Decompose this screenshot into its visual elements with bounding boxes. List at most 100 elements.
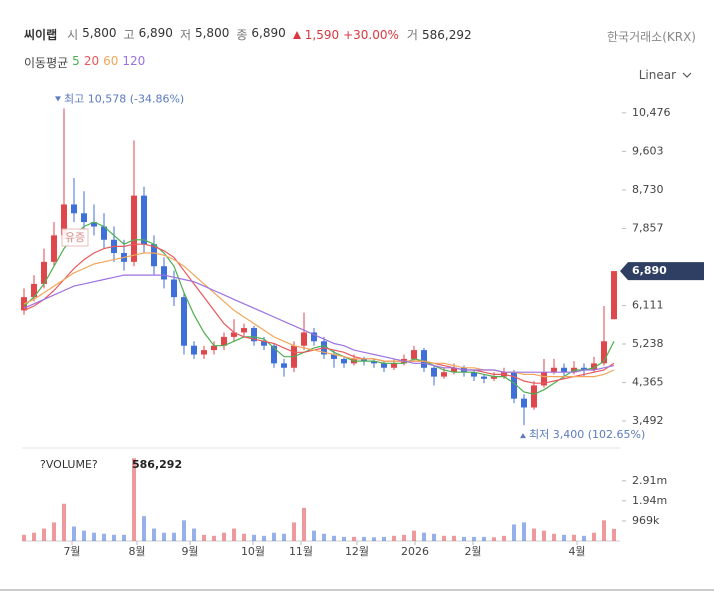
candle-body <box>491 376 497 379</box>
candle-body <box>71 204 77 214</box>
candle-body <box>41 261 47 284</box>
change-pct: +30.00% <box>343 27 399 42</box>
volume-bar <box>362 536 366 541</box>
exchange: 한국거래소(KRX) <box>607 30 696 44</box>
quote-header: 씨이랩 시 5,800 고 6,890 저 5,800 종 6,890 1,590 +30.0… <box>24 26 472 43</box>
candle-body <box>131 195 137 262</box>
candle-body <box>601 341 607 364</box>
volume-tick-label: 2.91m <box>632 474 667 487</box>
volume-bar <box>592 532 596 541</box>
volume-bar <box>372 537 376 541</box>
volume-bar <box>152 528 156 541</box>
candle-body <box>51 235 57 262</box>
volume-bar <box>512 524 516 541</box>
field-value: 6,890 <box>138 26 173 40</box>
candle-body <box>541 372 547 386</box>
volume-bar <box>132 458 136 541</box>
volume-bar <box>32 532 36 541</box>
candle-body <box>451 367 457 373</box>
volume-bar <box>232 528 236 541</box>
scale-toggle[interactable]: Linear <box>639 68 692 82</box>
candle-body <box>511 372 517 399</box>
min-marker <box>520 433 526 439</box>
candle-body <box>221 336 227 346</box>
candle-body <box>261 341 267 346</box>
y-tick-label: 6,111 <box>632 298 664 311</box>
candle-body <box>141 195 147 245</box>
y-tick-label: 4,365 <box>632 376 664 389</box>
x-tick-label: 11월 <box>289 545 313 558</box>
quote-fields: 시 5,800 고 6,890 저 5,800 종 6,890 <box>67 26 289 43</box>
volume-bar <box>462 536 466 541</box>
candle-body <box>281 363 287 368</box>
volume-bar <box>42 528 46 541</box>
candle-body <box>381 363 387 368</box>
ma-line <box>23 252 615 378</box>
volume-bar <box>142 516 146 541</box>
candle-body <box>91 222 97 227</box>
stock-name: 씨이랩 <box>24 28 58 42</box>
candle-body <box>271 345 277 364</box>
volume-bar <box>432 533 436 541</box>
candle-body <box>81 213 87 223</box>
field-label: 고 <box>123 28 135 42</box>
volume-bar <box>22 534 26 541</box>
candle-body <box>521 398 527 408</box>
candle-body <box>361 358 367 362</box>
volume-bar <box>422 532 426 541</box>
volume-tick-label: 1.94m <box>632 494 667 507</box>
volume-title: ?VOLUME? <box>40 458 98 471</box>
scale-mode: Linear <box>638 68 676 82</box>
candle-body <box>581 367 587 370</box>
candle-body <box>301 332 307 346</box>
ma-legend-item: 20 <box>83 54 100 68</box>
candle-body <box>171 279 177 298</box>
candle-body <box>241 328 247 333</box>
y-tick-label: 3,492 <box>632 414 664 427</box>
volume-bar <box>242 533 246 541</box>
x-tick-label: 2월 <box>464 545 481 558</box>
volume-bar <box>212 535 216 541</box>
ma-legend-item: 60 <box>103 54 119 68</box>
candle-body <box>371 361 377 364</box>
volume-bar <box>282 533 286 541</box>
candle-body <box>191 345 197 355</box>
candle-body <box>231 332 237 337</box>
volume-bar <box>252 534 256 541</box>
candle-body <box>151 244 157 267</box>
volume-bar <box>122 534 126 541</box>
event-label: 유증 <box>65 231 85 244</box>
candle-body <box>331 354 337 359</box>
candle-body <box>531 385 537 408</box>
candle-body <box>421 350 427 368</box>
candle-body <box>441 372 447 377</box>
candle-body <box>341 358 347 364</box>
volume-bar <box>302 507 306 541</box>
candle-body <box>411 350 417 359</box>
x-tick-label: 2026 <box>401 545 429 558</box>
candle-body <box>311 332 317 342</box>
x-tick-label: 4월 <box>568 545 585 558</box>
volume-bar <box>442 535 446 541</box>
volume-bar <box>352 536 356 541</box>
volume-bar <box>542 530 546 541</box>
volume-tick-label: 969k <box>632 514 660 527</box>
volume-bar <box>532 528 536 541</box>
volume-bar <box>402 534 406 541</box>
volume-bar <box>392 535 396 541</box>
max-annotation: 최고 10,578 (-34.86%) <box>64 92 184 105</box>
ma-legend-item: 120 <box>122 54 146 68</box>
volume-bar <box>612 528 616 541</box>
y-tick-label: 5,238 <box>632 337 664 350</box>
candle-body <box>481 376 487 379</box>
volume-bar <box>192 528 196 541</box>
volume-bar <box>332 535 336 541</box>
candle-body <box>211 345 217 351</box>
change: 1,590 <box>304 27 340 42</box>
field-label: 저 <box>179 28 191 42</box>
volume-bar <box>82 530 86 541</box>
volume-value: 586,292 <box>132 458 182 471</box>
volume-bar <box>62 503 66 541</box>
